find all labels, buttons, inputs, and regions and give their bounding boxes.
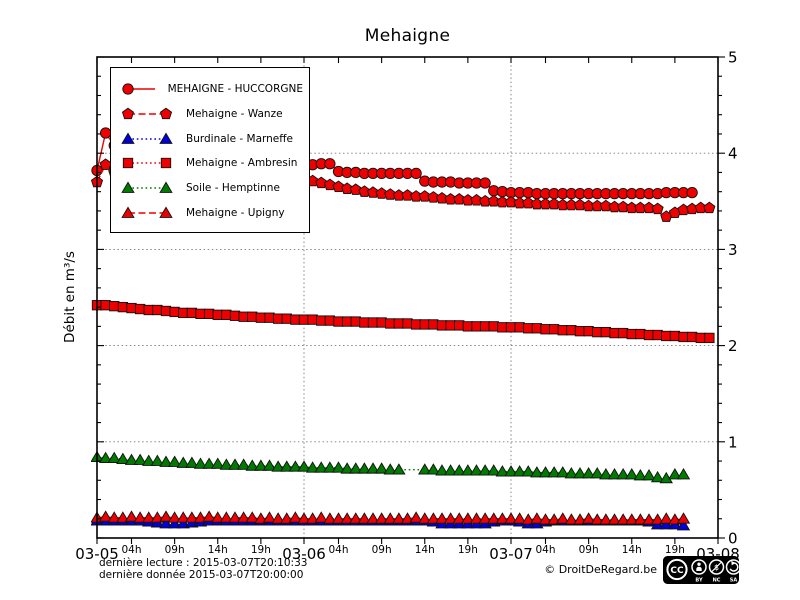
legend-label: Mehaigne - Wanze bbox=[186, 107, 283, 120]
legend-sample-pentagon-icon bbox=[121, 107, 173, 119]
cc-license-badge: CC $ BY NC SA bbox=[663, 556, 739, 584]
svg-text:14h: 14h bbox=[622, 544, 642, 556]
by-label: BY bbox=[695, 578, 703, 584]
legend-label: Mehaigne - Ambresin bbox=[186, 157, 298, 170]
last-data-text: dernière donnée 2015-03-07T20:00:00 bbox=[99, 568, 304, 581]
svg-text:09h: 09h bbox=[579, 544, 599, 556]
svg-text:19h: 19h bbox=[251, 544, 271, 556]
legend-sample-triangle-icon bbox=[121, 206, 173, 218]
legend-entry-soile-hemptinne: Soile - Hemptinne bbox=[121, 176, 303, 200]
svg-text:5: 5 bbox=[728, 49, 738, 67]
by-person-body bbox=[696, 566, 702, 571]
legend-entry-mehaigne-upigny: Mehaigne - Upigny bbox=[121, 201, 303, 225]
sa-label: SA bbox=[730, 578, 738, 584]
plot-frame bbox=[96, 56, 719, 539]
legend: MEHAIGNE - HUCCORGNE Mehaigne - Wanze Burd… bbox=[110, 67, 310, 233]
legend-entry-mehaigne-ambresin: Mehaigne - Ambresin bbox=[121, 151, 303, 175]
svg-text:19h: 19h bbox=[665, 544, 685, 556]
legend-label: MEHAIGNE - HUCCORGNE bbox=[167, 83, 303, 95]
legend-sample-triangle-icon bbox=[121, 181, 173, 194]
svg-text:0: 0 bbox=[728, 530, 738, 548]
legend-sample-square-icon bbox=[122, 158, 172, 169]
y-axis-label: Débit en m³/s bbox=[62, 251, 78, 343]
last-read-text: dernière lecture : 2015-03-07T20:10:33 bbox=[99, 557, 308, 569]
svg-text:09h: 09h bbox=[372, 544, 392, 556]
svg-text:4: 4 bbox=[728, 145, 738, 163]
tick-labels: 03-05 04h 09h 14h 19h 03-06 04h 09h 14h 19h 03-07 0… bbox=[75, 49, 740, 564]
series-soile-hemptinne bbox=[91, 450, 691, 484]
svg-text:09h: 09h bbox=[165, 544, 185, 556]
svg-text:03-07: 03-07 bbox=[489, 545, 533, 563]
legend-label: Mehaigne - Upigny bbox=[186, 206, 285, 219]
axis-ticks bbox=[96, 56, 725, 544]
chart-title: Mehaigne bbox=[364, 26, 451, 46]
sa-icon bbox=[725, 559, 739, 575]
svg-text:03-05: 03-05 bbox=[75, 545, 119, 563]
nc-icon bbox=[708, 559, 725, 575]
legend-sample-circle-icon bbox=[122, 83, 155, 95]
svg-text:14h: 14h bbox=[415, 544, 435, 556]
legend-sample-triangle-icon bbox=[121, 132, 173, 144]
svg-text:04h: 04h bbox=[328, 544, 348, 556]
legend-entry-mehaigne-wanze: Mehaigne - Wanze bbox=[121, 102, 303, 126]
legend-label: Soile - Hemptinne bbox=[186, 182, 280, 195]
svg-text:3: 3 bbox=[728, 241, 738, 259]
svg-text:19h: 19h bbox=[458, 544, 478, 556]
sa-arrow-arc bbox=[729, 562, 739, 572]
series-mehaigne-upigny bbox=[91, 510, 691, 525]
legend-entry-burdinale-marneffe: Burdinale - Marneffe bbox=[121, 127, 303, 151]
nc-slash bbox=[711, 562, 722, 572]
svg-text:2: 2 bbox=[728, 337, 738, 355]
svg-text:04h: 04h bbox=[535, 544, 555, 556]
svg-text:1: 1 bbox=[728, 433, 738, 451]
svg-text:14h: 14h bbox=[208, 544, 228, 556]
legend-entry-mehaigne-huccorgne: MEHAIGNE - HUCCORGNE bbox=[121, 77, 303, 101]
by-person-icon bbox=[691, 559, 707, 575]
sa-arrow-head bbox=[731, 560, 736, 566]
nc-label: NC bbox=[713, 578, 721, 584]
copyright-text: © DroitDeRegard.be bbox=[544, 563, 657, 576]
svg-text:03-06: 03-06 bbox=[282, 545, 326, 563]
legend-label: Burdinale - Marneffe bbox=[186, 132, 293, 145]
cc-logo-icon bbox=[666, 558, 688, 581]
by-person-head bbox=[697, 562, 701, 566]
svg-text:04h: 04h bbox=[121, 544, 141, 556]
cc-logo-text: CC bbox=[670, 566, 684, 576]
footer: dernière lecture : 2015-03-07T20:10:33 d… bbox=[99, 557, 308, 581]
series-mehaigne-ambresin bbox=[91, 300, 715, 344]
